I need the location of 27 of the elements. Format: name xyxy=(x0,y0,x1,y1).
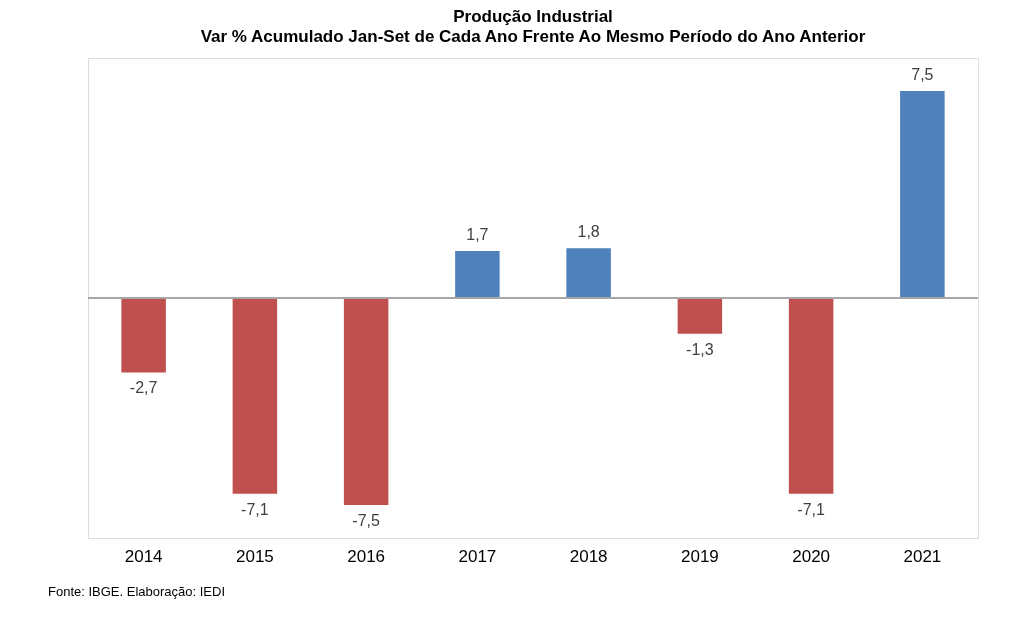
data-label: -1,3 xyxy=(686,340,714,358)
x-tick-label: 2015 xyxy=(235,546,274,566)
chart-title: Produção Industrial xyxy=(453,7,613,26)
source-note: Fonte: IBGE. Elaboração: IEDI xyxy=(48,584,226,599)
chart-subtitle: Var % Acumulado Jan-Set de Cada Ano Frente Ao Mesmo Período do Ano Anterior xyxy=(200,27,866,46)
x-tick-label: 2021 xyxy=(903,546,942,566)
data-label: -2,7 xyxy=(129,379,158,397)
bar xyxy=(455,251,500,298)
x-tick-label: 2018 xyxy=(569,546,608,566)
x-tick-label: 2017 xyxy=(458,546,497,566)
bar xyxy=(900,91,945,298)
x-tick-label: 2019 xyxy=(680,546,719,566)
x-tick-label: 2016 xyxy=(347,546,386,566)
data-label: 1,7 xyxy=(466,226,489,244)
data-label: -7,1 xyxy=(241,500,269,518)
data-label: 7,5 xyxy=(911,66,934,84)
bar xyxy=(121,298,166,373)
x-tick-label: 2014 xyxy=(124,546,163,566)
bar xyxy=(343,298,389,505)
bar xyxy=(788,298,834,494)
bar xyxy=(566,248,611,298)
data-label: 1,8 xyxy=(577,223,600,241)
bar xyxy=(677,298,723,334)
data-label: -7,5 xyxy=(352,511,381,529)
data-label: -7,1 xyxy=(797,500,826,518)
x-tick-label: 2020 xyxy=(792,546,831,566)
bar xyxy=(232,298,278,494)
